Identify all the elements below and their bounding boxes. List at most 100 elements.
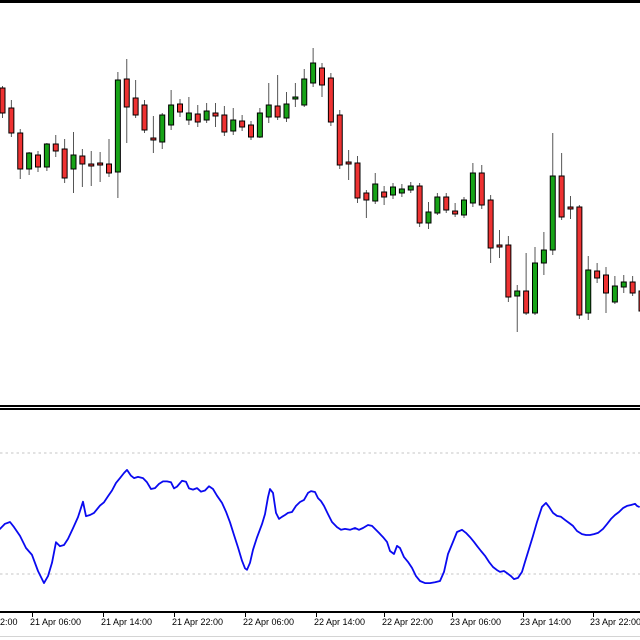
candle	[177, 99, 183, 117]
bear-candle-body	[487, 199, 494, 249]
bear-candle-body	[629, 281, 636, 294]
time-axis-tick	[316, 613, 317, 617]
candle	[150, 116, 157, 153]
time-axis-tick	[32, 613, 33, 617]
bear-candle-body	[177, 103, 183, 113]
candle	[319, 63, 325, 97]
time-axis-label: 21 Apr 06:00	[30, 617, 82, 627]
candle	[327, 73, 334, 126]
time-axis-line	[0, 611, 640, 613]
candle	[265, 83, 272, 123]
bear-candle-body	[150, 137, 157, 141]
candle	[141, 100, 148, 133]
bull-candle-body	[425, 211, 432, 224]
candle	[345, 150, 352, 180]
panel-divider[interactable]	[0, 405, 640, 410]
candle	[35, 151, 41, 172]
candle	[283, 92, 290, 122]
bear-candle-body	[239, 120, 246, 128]
time-axis-label: 2:00	[0, 617, 18, 627]
bear-candle-body	[523, 290, 530, 314]
bear-candle-body	[319, 67, 325, 86]
candle	[256, 108, 263, 138]
time-axis-tick	[452, 613, 453, 617]
candle	[185, 97, 192, 125]
bull-candle-body	[407, 185, 414, 191]
bull-candle-body	[611, 285, 618, 303]
candle	[310, 48, 317, 87]
candle	[114, 72, 121, 198]
bear-candle-body	[576, 206, 583, 316]
bear-candle-body	[132, 97, 139, 116]
bear-candle-body	[212, 112, 219, 117]
bull-candle-body	[159, 114, 166, 143]
time-axis-label: 23 Apr 14:00	[520, 617, 572, 627]
bear-candle-body	[558, 175, 565, 218]
bear-candle-body	[496, 244, 503, 248]
candle	[168, 90, 175, 130]
bear-candle-body	[0, 87, 6, 114]
indicator-panel[interactable]	[0, 410, 640, 611]
bear-candle-body	[594, 270, 601, 279]
bear-candle-body	[17, 132, 24, 170]
candle	[230, 108, 237, 135]
candle	[17, 129, 24, 179]
candle	[443, 193, 450, 213]
candle	[301, 69, 308, 107]
bull-candle-body	[283, 103, 290, 119]
time-axis-tick	[245, 613, 246, 617]
bull-candle-body	[185, 112, 192, 121]
bull-candle-body	[585, 269, 592, 314]
bear-candle-body	[194, 113, 201, 123]
price-chart-panel[interactable]	[0, 0, 640, 405]
candle	[469, 163, 476, 207]
bull-candle-body	[265, 104, 272, 118]
time-axis-tick	[593, 613, 594, 617]
candle	[26, 152, 33, 175]
indicator-line	[0, 469, 640, 585]
bear-candle-body	[443, 196, 450, 211]
bear-candle-body	[363, 192, 370, 201]
bull-candle-body	[114, 79, 121, 173]
bear-candle-body	[452, 210, 459, 215]
candle	[336, 110, 343, 169]
candle	[159, 113, 166, 149]
bull-candle-body	[398, 188, 405, 194]
candle	[549, 133, 556, 255]
candle	[398, 184, 405, 197]
bear-candle-body	[336, 114, 343, 166]
candle	[620, 275, 627, 293]
candle	[487, 195, 494, 263]
bull-candle-body	[514, 290, 521, 297]
time-axis-tick	[174, 613, 175, 617]
bull-candle-body	[469, 172, 476, 204]
candle	[567, 196, 574, 219]
bear-candle-body	[603, 274, 609, 294]
candle	[274, 75, 281, 120]
candle	[194, 105, 201, 127]
time-axis-tick	[523, 613, 524, 617]
bear-candle-body	[327, 77, 334, 123]
candle	[363, 190, 370, 218]
time-axis-tick	[384, 613, 385, 617]
candle	[576, 205, 583, 319]
candle	[88, 151, 95, 186]
candle	[478, 165, 485, 209]
bottom-rule	[0, 636, 640, 637]
bull-candle-body	[461, 199, 467, 216]
candle	[52, 135, 59, 157]
bull-candle-body	[230, 119, 237, 132]
bear-candle-body	[505, 244, 512, 298]
time-axis-label: 23 Apr 22:00	[590, 617, 640, 627]
bear-candle-body	[88, 163, 95, 167]
candle	[221, 106, 228, 136]
bull-candle-body	[168, 104, 175, 126]
candle	[70, 132, 77, 193]
candle	[239, 115, 246, 131]
top-border	[0, 0, 640, 3]
candle	[532, 247, 538, 315]
bear-candle-body	[345, 161, 352, 165]
candle	[505, 236, 512, 302]
bear-candle-body	[61, 148, 68, 179]
candle	[43, 143, 50, 171]
